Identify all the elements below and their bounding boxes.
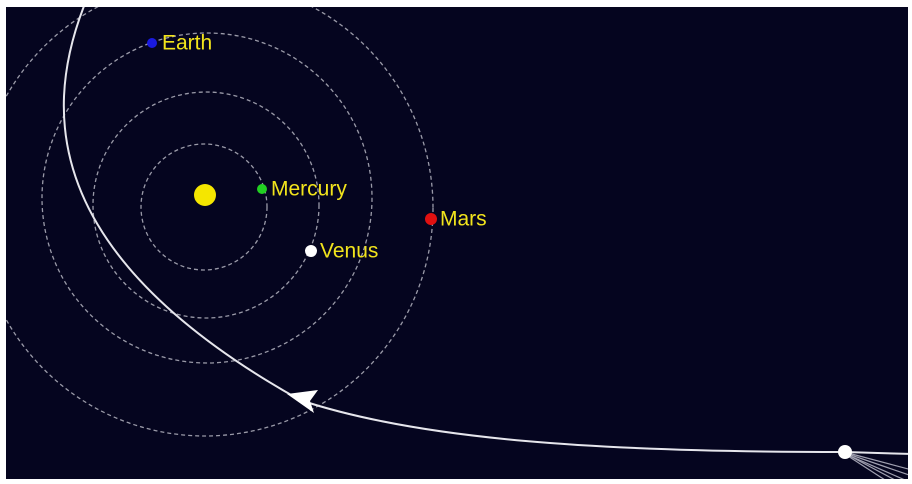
direction-arrow (287, 390, 318, 413)
planet-label: Venus (320, 240, 378, 263)
mars-orbit (6, 7, 434, 437)
planet-label: Mars (440, 208, 487, 231)
space-background (6, 7, 908, 479)
mercury-orbit (140, 143, 268, 271)
planet-label: Mercury (271, 178, 347, 201)
planet-label: Earth (162, 32, 212, 55)
earth-orbit (41, 32, 373, 364)
sun (194, 184, 216, 206)
comet-tail (847, 452, 908, 479)
venus (305, 245, 317, 257)
mercury (257, 184, 267, 194)
venus-orbit (92, 91, 320, 319)
mars (425, 213, 437, 225)
comet (838, 445, 852, 459)
earth (147, 38, 157, 48)
